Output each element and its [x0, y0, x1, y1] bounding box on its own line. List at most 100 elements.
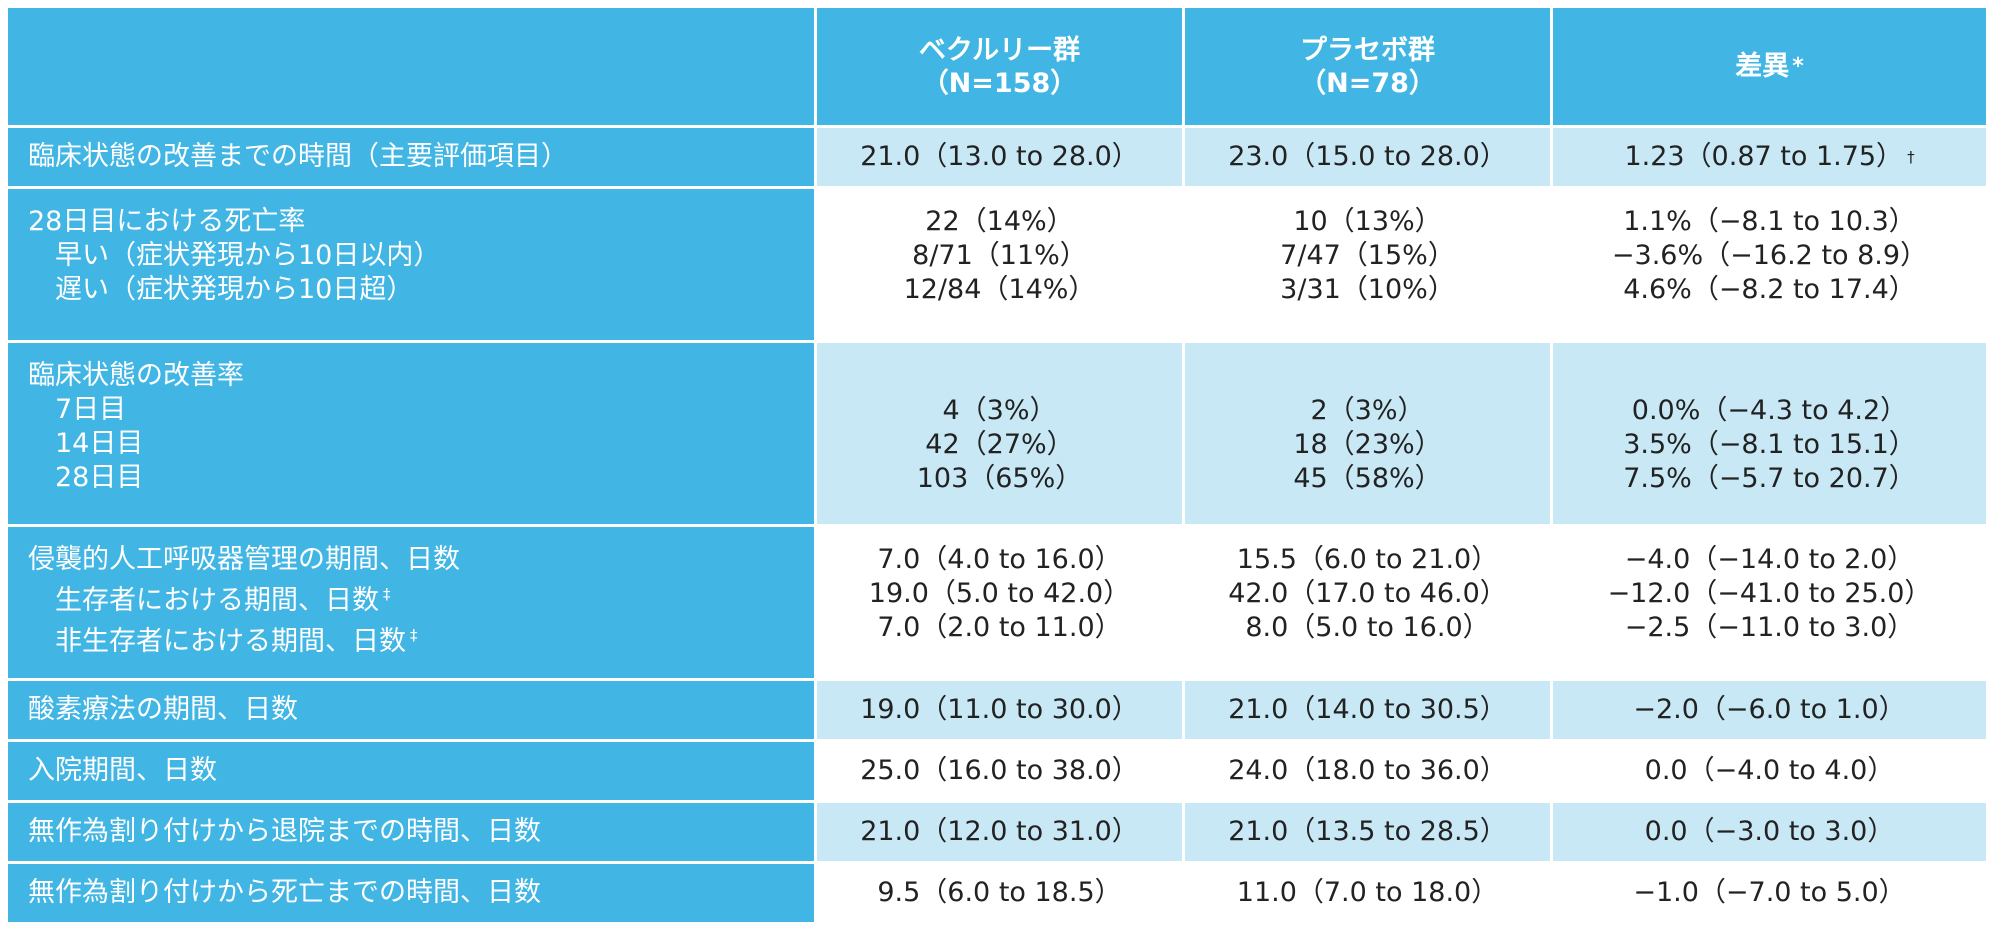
value-text: 3/31（10%）: [1280, 274, 1455, 305]
cell-veklury: 7.0（4.0 to 16.0） 19.0（5.0 to 42.0） 7.0（2…: [817, 527, 1182, 678]
value-text: 0.0%（−4.3 to 4.2）: [1631, 395, 1908, 426]
value-text: 8.0（5.0 to 16.0）: [1245, 612, 1490, 643]
value-text: 15.5（6.0 to 21.0）: [1236, 544, 1499, 575]
header-veklury-n: （N=158）: [921, 67, 1078, 99]
value-text: 1.23（0.87 to 1.75）: [1624, 141, 1904, 172]
value-text: 0.0（−3.0 to 3.0）: [1644, 816, 1895, 847]
header-difference-label: 差異: [1735, 51, 1790, 82]
value-text: −3.6%（−16.2 to 8.9）: [1611, 240, 1928, 271]
cell-veklury: 4（3%） 42（27%） 103（65%）: [817, 343, 1182, 524]
value-text: 19.0（5.0 to 42.0）: [868, 578, 1131, 609]
results-table: ベクルリー群 （N=158） プラセボ群 （N=78） 差異 * 臨床状態の改善ま…: [8, 8, 1992, 926]
value-text: 24.0（18.0 to 36.0）: [1228, 755, 1507, 786]
label-text: 入院期間、日数: [28, 755, 217, 786]
row-label-mortality: 28日目における死亡率 早い（症状発現から10日以内） 遅い（症状発現から10日…: [8, 189, 814, 340]
header-difference-mark: *: [1792, 54, 1804, 79]
sub-label: 非生存者における期間、日数: [28, 626, 406, 657]
label-text: 侵襲的人工呼吸器管理の期間、日数: [28, 544, 460, 575]
cell-difference: −4.0（−14.0 to 2.0） −12.0（−41.0 to 25.0） …: [1553, 527, 1986, 678]
cell-difference: 1.23（0.87 to 1.75） †: [1553, 128, 1986, 186]
value-text: 21.0（12.0 to 31.0）: [860, 816, 1139, 847]
value-text: 4.6%（−8.2 to 17.4）: [1623, 274, 1916, 305]
label-text: 酸素療法の期間、日数: [28, 694, 298, 725]
cell-difference: 0.0（−3.0 to 3.0）: [1553, 803, 1986, 861]
sub-label: 早い（症状発現から10日以内）: [28, 240, 441, 271]
value-text: 12/84（14%）: [903, 274, 1096, 305]
cell-placebo: 21.0（13.5 to 28.5）: [1185, 803, 1550, 861]
value-text: 7/47（15%）: [1280, 240, 1455, 271]
header-veklury-group: ベクルリー群 （N=158）: [817, 8, 1182, 125]
row-label-ventilation: 侵襲的人工呼吸器管理の期間、日数 生存者における期間、日数 ‡ 非生存者における期…: [8, 527, 814, 678]
header-placebo-name: プラセボ群: [1299, 34, 1435, 66]
sub-label: 28日目: [28, 462, 144, 493]
value-text: 21.0（13.0 to 28.0）: [860, 141, 1139, 172]
value-text: 25.0（16.0 to 38.0）: [860, 755, 1139, 786]
cell-placebo: 10（13%） 7/47（15%） 3/31（10%）: [1185, 189, 1550, 340]
value-text: 42.0（17.0 to 46.0）: [1228, 578, 1507, 609]
header-placebo-n: （N=78）: [1299, 67, 1436, 99]
value-text: 45（58%）: [1293, 463, 1442, 494]
sub-label: 7日目: [28, 394, 127, 425]
value-text: 9.5（6.0 to 18.5）: [877, 877, 1122, 908]
value-text: 4（3%）: [942, 395, 1057, 426]
double-dagger-mark: ‡: [383, 585, 391, 603]
value-text: 10（13%）: [1293, 206, 1442, 237]
sub-label: 遅い（症状発現から10日超）: [28, 274, 414, 305]
sub-label-line: 生存者における期間、日数 ‡: [28, 577, 391, 618]
value-text: 7.0（4.0 to 16.0）: [877, 544, 1122, 575]
cell-veklury: 21.0（12.0 to 31.0）: [817, 803, 1182, 861]
value-text: 21.0（14.0 to 30.5）: [1228, 694, 1507, 725]
label-text: 無作為割り付けから退院までの時間、日数: [28, 816, 541, 847]
value-text: 18（23%）: [1293, 429, 1442, 460]
value-text: 11.0（7.0 to 18.0）: [1236, 877, 1499, 908]
sub-label: 生存者における期間、日数: [28, 585, 379, 616]
dagger-mark: †: [1907, 148, 1915, 166]
label-text: 臨床状態の改善までの時間（主要評価項目）: [28, 141, 568, 172]
value-text: 22（14%）: [925, 206, 1074, 237]
cell-veklury: 22（14%） 8/71（11%） 12/84（14%）: [817, 189, 1182, 340]
value-text: 8/71（11%）: [912, 240, 1087, 271]
cell-difference: −2.0（−6.0 to 1.0）: [1553, 681, 1986, 739]
cell-veklury: 25.0（16.0 to 38.0）: [817, 742, 1182, 800]
row-label-oxygen-therapy: 酸素療法の期間、日数: [8, 681, 814, 739]
sub-label: 14日目: [28, 428, 144, 459]
value-text: −2.5（−11.0 to 3.0）: [1624, 612, 1915, 643]
cell-veklury: 9.5（6.0 to 18.5）: [817, 864, 1182, 922]
row-label-hospitalization: 入院期間、日数: [8, 742, 814, 800]
row-label-primary-endpoint: 臨床状態の改善までの時間（主要評価項目）: [8, 128, 814, 186]
cell-placebo: 24.0（18.0 to 36.0）: [1185, 742, 1550, 800]
label-text: 臨床状態の改善率: [28, 360, 244, 391]
header-empty-cell: [8, 8, 814, 125]
value-text: 103（65%）: [916, 463, 1083, 494]
sub-label-line: 非生存者における期間、日数 ‡: [28, 618, 418, 659]
row-label-improvement-rate: 臨床状態の改善率 7日目 14日目 28日目: [8, 343, 814, 524]
value-text: −1.0（−7.0 to 5.0）: [1633, 877, 1906, 908]
cell-difference: 0.0%（−4.3 to 4.2） 3.5%（−8.1 to 15.1） 7.5…: [1553, 343, 1986, 524]
value-text: 7.0（2.0 to 11.0）: [877, 612, 1122, 643]
value-text: 3.5%（−8.1 to 15.1）: [1623, 429, 1916, 460]
cell-placebo: 21.0（14.0 to 30.5）: [1185, 681, 1550, 739]
value-text: 42（27%）: [925, 429, 1074, 460]
row-label-time-to-discharge: 無作為割り付けから退院までの時間、日数: [8, 803, 814, 861]
cell-veklury: 19.0（11.0 to 30.0）: [817, 681, 1182, 739]
value-text: 0.0（−4.0 to 4.0）: [1644, 755, 1895, 786]
value-text: 21.0（13.5 to 28.5）: [1228, 816, 1507, 847]
cell-difference: 0.0（−4.0 to 4.0）: [1553, 742, 1986, 800]
double-dagger-mark: ‡: [410, 626, 418, 644]
label-text: 28日目における死亡率: [28, 206, 306, 237]
value-text: 19.0（11.0 to 30.0）: [860, 694, 1139, 725]
row-label-time-to-death: 無作為割り付けから死亡までの時間、日数: [8, 864, 814, 922]
cell-difference: 1.1%（−8.1 to 10.3） −3.6%（−16.2 to 8.9） 4…: [1553, 189, 1986, 340]
value-text: −4.0（−14.0 to 2.0）: [1624, 544, 1915, 575]
cell-placebo: 23.0（15.0 to 28.0）: [1185, 128, 1550, 186]
header-veklury-name: ベクルリー群: [918, 34, 1081, 66]
cell-placebo: 15.5（6.0 to 21.0） 42.0（17.0 to 46.0） 8.0…: [1185, 527, 1550, 678]
value-text: −12.0（−41.0 to 25.0）: [1607, 578, 1932, 609]
cell-placebo: 2（3%） 18（23%） 45（58%）: [1185, 343, 1550, 524]
value-text: 23.0（15.0 to 28.0）: [1228, 141, 1507, 172]
header-difference: 差異 *: [1553, 8, 1986, 125]
cell-difference: −1.0（−7.0 to 5.0）: [1553, 864, 1986, 922]
value-text: 1.1%（−8.1 to 10.3）: [1623, 206, 1916, 237]
label-text: 無作為割り付けから死亡までの時間、日数: [28, 877, 541, 908]
value-text: 2（3%）: [1310, 395, 1425, 426]
